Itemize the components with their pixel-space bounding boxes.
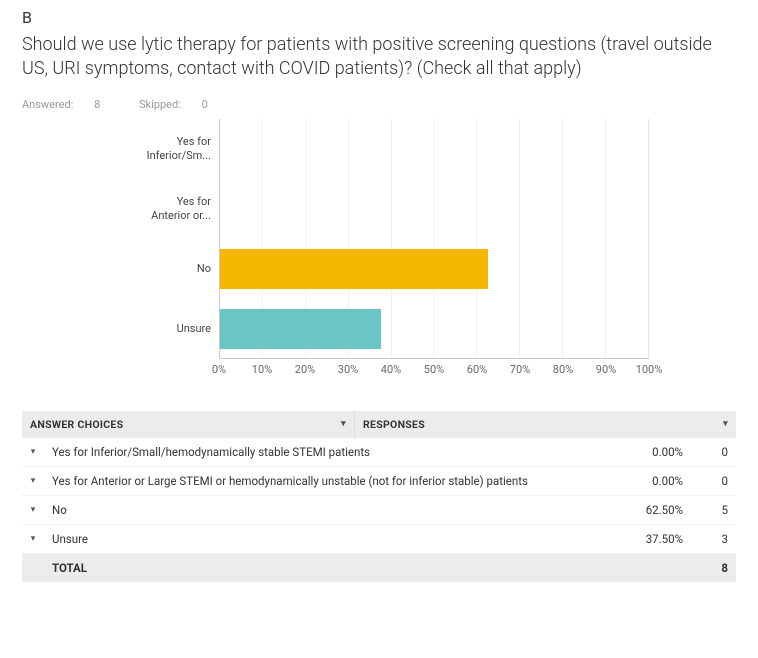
row-label: Yes for Inferior/Small/hemodynamically s… [44,438,621,466]
row-expand[interactable]: ▾ [22,438,44,466]
chart-x-ticks: 0%10%20%30%40%50%60%70%80%90%100% [219,363,649,383]
row-count: 5 [691,496,736,524]
th-sort-choices[interactable]: ▾ [333,411,355,438]
results-table: ANSWER CHOICES ▾ RESPONSES ▾ ▾ Yes for In… [22,411,736,582]
row-label: Yes for Anterior or Large STEMI or hemod… [44,467,621,495]
caret-down-icon: ▾ [723,419,728,429]
chart-y-labels: Yes forInferior/Sm...Yes forAnterior or.… [109,119,219,359]
chart-x-tick: 30% [338,363,358,376]
caret-down-icon: ▾ [31,476,36,486]
row-count: 0 [691,467,736,495]
chart-y-label: Yes forInferior/Sm... [109,119,219,179]
caret-down-icon: ▾ [31,534,36,544]
total-pct [621,554,691,582]
row-label: No [44,496,621,524]
row-pct: 0.00% [621,438,691,466]
total-count: 8 [691,554,736,582]
skipped-label: Skipped: [139,98,181,111]
chart-bar-row [220,179,649,239]
th-responses[interactable]: RESPONSES [355,411,425,438]
total-label: TOTAL [44,554,621,582]
chart: Yes forInferior/Sm...Yes forAnterior or.… [109,119,649,383]
chart-x-tick: 10% [252,363,272,376]
th-answer-choices-label: ANSWER CHOICES [30,418,123,431]
th-responses-label: RESPONSES [363,418,425,431]
chart-plot [219,119,649,359]
row-count: 0 [691,438,736,466]
answered-value: 8 [94,98,100,111]
chart-bars [220,119,649,359]
chart-x-tick: 80% [553,363,573,376]
chart-y-label: Yes forAnterior or... [109,179,219,239]
table-row[interactable]: ▾ Yes for Inferior/Small/hemodynamically … [22,438,736,467]
total-spacer [22,554,44,582]
row-expand[interactable]: ▾ [22,467,44,495]
row-expand[interactable]: ▾ [22,496,44,524]
chart-bar-row [220,239,649,299]
row-label: Unsure [44,525,621,553]
chart-y-label: Unsure [109,299,219,359]
table-row[interactable]: ▾ Unsure37.50%3 [22,525,736,554]
skipped-value: 0 [202,98,208,111]
chart-x-tick: 20% [295,363,315,376]
table-header: ANSWER CHOICES ▾ RESPONSES ▾ [22,411,736,438]
chart-x-tick: 100% [636,363,663,376]
chart-y-label: No [109,239,219,299]
chart-x-tick: 70% [510,363,530,376]
th-answer-choices[interactable]: ANSWER CHOICES [22,411,333,438]
row-expand[interactable]: ▾ [22,525,44,553]
chart-bar-row [220,119,649,179]
caret-down-icon: ▾ [31,447,36,457]
th-sort-responses[interactable]: ▾ [425,411,736,438]
chart-bar [220,309,381,349]
row-pct: 37.50% [621,525,691,553]
panel-label: B [22,8,736,27]
response-counts: Answered: 8 Skipped: 0 [22,98,736,111]
chart-bar [220,249,488,289]
chart-x-tick: 60% [467,363,487,376]
row-count: 3 [691,525,736,553]
chart-bar-row [220,299,649,359]
caret-down-icon: ▾ [31,505,36,515]
table-total-row: TOTAL 8 [22,554,736,582]
table-row[interactable]: ▾ No62.50%5 [22,496,736,525]
answered-label: Answered: [22,98,73,111]
chart-x-tick: 90% [596,363,616,376]
row-pct: 0.00% [621,467,691,495]
row-pct: 62.50% [621,496,691,524]
question-title: Should we use lytic therapy for patients… [22,33,736,82]
chart-x-tick: 50% [424,363,444,376]
chart-x-tick: 0% [212,363,226,376]
table-row[interactable]: ▾ Yes for Anterior or Large STEMI or hemo… [22,467,736,496]
caret-down-icon: ▾ [341,419,346,429]
table-body: ▾ Yes for Inferior/Small/hemodynamically … [22,438,736,582]
chart-x-tick: 40% [381,363,401,376]
